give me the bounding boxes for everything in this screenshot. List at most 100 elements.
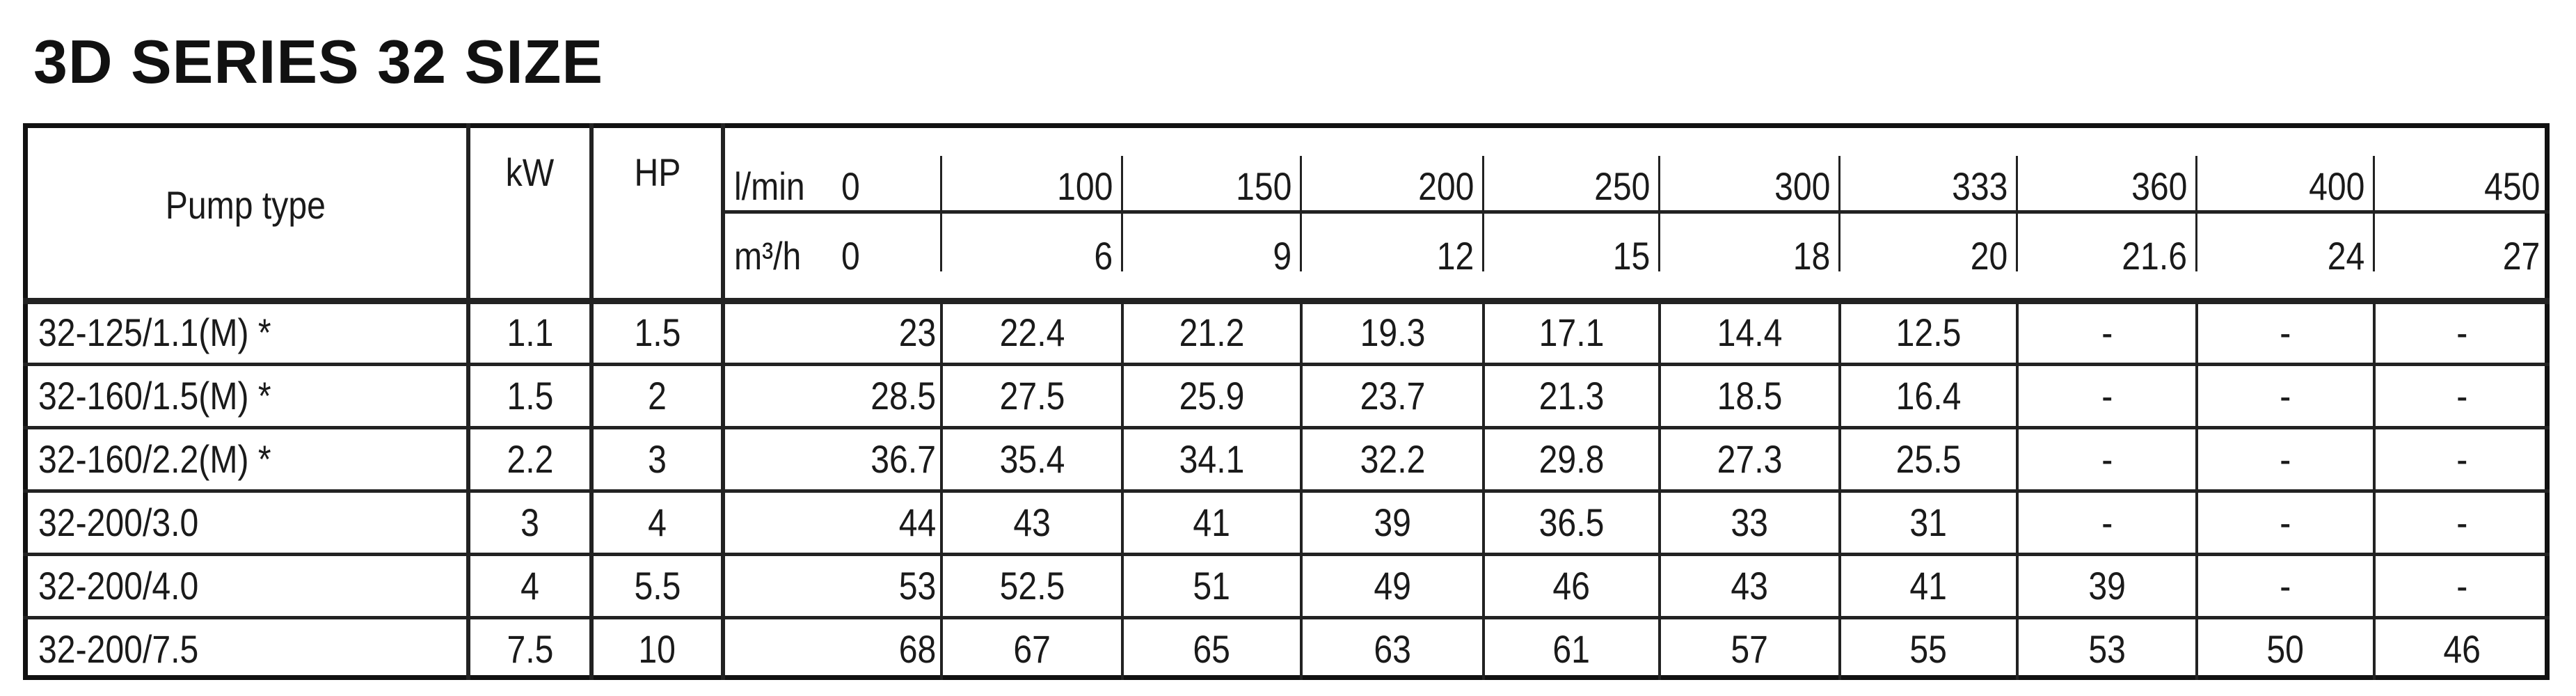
head-cell: 49	[1374, 564, 1411, 608]
kw-cell: 2.2	[507, 437, 553, 481]
column-divider	[466, 123, 470, 680]
head-cell: 41	[1193, 500, 1231, 544]
header-pump-type: Pump type	[165, 183, 326, 227]
head-cell: 35.4	[999, 437, 1065, 481]
head-cell: 23.7	[1360, 374, 1425, 418]
header-flow-m3h-value: 9	[1273, 233, 1291, 278]
head-cell: 32.2	[1360, 437, 1425, 481]
header-flow-m3h-value: 0	[841, 233, 860, 278]
header-flow-lmin-value: 360	[2131, 164, 2187, 208]
hp-cell: 10	[638, 627, 676, 671]
head-cell: 52.5	[999, 564, 1065, 608]
head-cell: -	[2456, 500, 2468, 544]
header-flow-m3h-value: 24	[2327, 233, 2364, 278]
flow-column-divider	[1121, 301, 1124, 680]
header-flow-lmin-value: 200	[1417, 164, 1474, 208]
head-cell: 12.5	[1895, 310, 1962, 354]
hp-cell: 1.5	[634, 310, 681, 354]
head-cell: 55	[1909, 627, 1948, 671]
head-cell: 29.8	[1539, 437, 1605, 481]
head-cell: 18.5	[1717, 374, 1783, 418]
header-flow-m3h-value: 12	[1436, 233, 1474, 278]
head-cell: 28.5	[870, 374, 936, 418]
kw-cell: 1.1	[507, 310, 553, 354]
head-cell: 27.5	[999, 374, 1065, 418]
pump-performance-table: Pump type kW HP l/min m³/h 0 100 150 200 250 300 33…	[23, 123, 2550, 680]
head-cell: -	[2280, 310, 2291, 354]
row-divider	[23, 553, 2550, 556]
header-flow-tick	[1300, 156, 1302, 271]
head-cell: 63	[1374, 627, 1411, 671]
head-cell: 65	[1193, 627, 1231, 671]
header-flow-lmin-value: 0	[841, 164, 860, 208]
head-cell: 43	[1731, 564, 1769, 608]
header-flow-m3h-value: 27	[2502, 233, 2540, 278]
head-cell: 21.3	[1539, 374, 1605, 418]
head-cell: 16.4	[1895, 374, 1962, 418]
head-cell: 68	[898, 627, 936, 671]
header-flow-lmin-value: 400	[2308, 164, 2364, 208]
kw-cell: 1.5	[507, 374, 553, 418]
flow-column-divider	[2195, 301, 2198, 680]
pump-type-cell: 32-200/3.0	[38, 500, 199, 544]
header-flow-m3h-value: 21.6	[2122, 233, 2187, 278]
flow-column-divider	[2373, 301, 2376, 680]
header-flow-tick	[940, 156, 942, 271]
head-cell: -	[2456, 310, 2468, 354]
head-cell: -	[2456, 437, 2468, 481]
header-flow-m3h-value: 18	[1792, 233, 1830, 278]
header-flow-tick	[2195, 156, 2197, 271]
pump-type-cell: 32-160/2.2(M) *	[38, 437, 271, 481]
head-cell: 33	[1731, 500, 1769, 544]
header-flow-lmin-value: 150	[1235, 164, 1291, 208]
head-cell: 51	[1193, 564, 1231, 608]
head-cell: 50	[2266, 627, 2305, 671]
head-cell: 46	[2443, 627, 2481, 671]
head-cell: 36.5	[1539, 500, 1605, 544]
row-divider	[23, 616, 2550, 619]
column-divider	[589, 123, 594, 680]
header-flow-m3h-value: 20	[1970, 233, 2007, 278]
pump-type-cell: 32-125/1.1(M) *	[38, 310, 271, 354]
header-flow-m3h-label: m³/h	[734, 233, 802, 278]
head-cell: 21.2	[1179, 310, 1245, 354]
head-cell: 57	[1731, 627, 1769, 671]
header-flow-tick	[1658, 156, 1660, 271]
hp-cell: 3	[648, 437, 667, 481]
flow-column-divider	[1482, 301, 1485, 680]
head-cell: 27.3	[1717, 437, 1783, 481]
row-divider	[23, 426, 2550, 429]
head-cell: 46	[1552, 564, 1591, 608]
head-cell: -	[2101, 310, 2113, 354]
head-cell: -	[2280, 564, 2291, 608]
head-cell: 43	[1013, 500, 1051, 544]
head-cell: 14.4	[1717, 310, 1783, 354]
head-cell: 23	[898, 310, 936, 354]
head-cell: 39	[2088, 564, 2126, 608]
flow-column-divider	[1658, 301, 1661, 680]
header-flow-lmin-value: 300	[1774, 164, 1830, 208]
row-divider	[23, 489, 2550, 493]
hp-cell: 2	[648, 374, 667, 418]
head-cell: -	[2456, 374, 2468, 418]
head-cell: -	[2280, 437, 2291, 481]
kw-cell: 3	[520, 500, 539, 544]
flow-column-divider	[2016, 301, 2019, 680]
hp-cell: 4	[648, 500, 667, 544]
head-cell: -	[2280, 374, 2291, 418]
head-cell: 53	[898, 564, 936, 608]
header-flow-lmin-value: 333	[1951, 164, 2007, 208]
header-flow-tick	[2016, 156, 2018, 271]
kw-cell: 7.5	[507, 627, 553, 671]
head-cell: -	[2101, 500, 2113, 544]
row-divider	[23, 363, 2550, 366]
head-cell: 36.7	[870, 437, 936, 481]
header-flow-divider	[723, 210, 2550, 214]
header-flow-lmin-value: 450	[2483, 164, 2540, 208]
header-bottom-border	[23, 298, 2550, 304]
flow-column-divider	[940, 301, 943, 680]
head-cell: 41	[1909, 564, 1948, 608]
header-flow-lmin-value: 100	[1056, 164, 1113, 208]
flow-column-divider	[1300, 301, 1303, 680]
header-flow-tick	[1482, 156, 1484, 271]
